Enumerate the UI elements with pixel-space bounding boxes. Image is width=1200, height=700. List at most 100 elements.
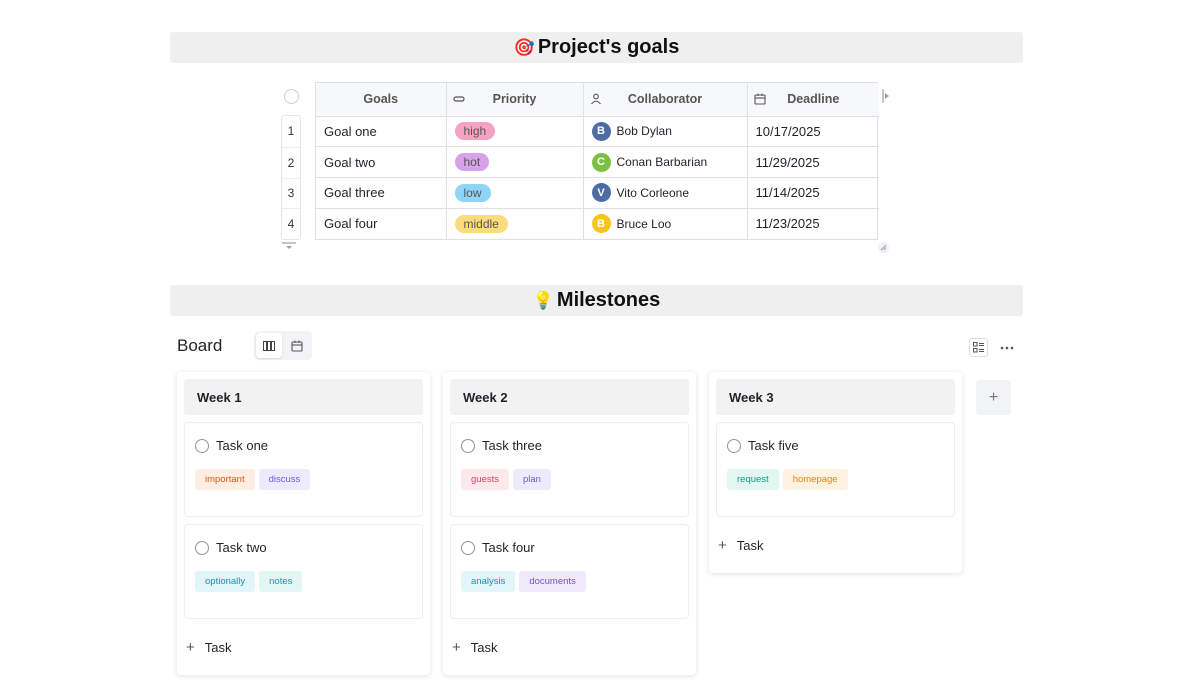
task-tag: guests <box>461 469 509 490</box>
task-checkbox[interactable] <box>727 438 741 453</box>
priority-cell[interactable]: low <box>446 177 584 209</box>
select-all-checkbox[interactable] <box>284 89 299 104</box>
column-header-priority[interactable]: Priority <box>446 83 584 117</box>
column-header-label: Deadline <box>787 92 840 107</box>
column-header[interactable]: Week 3 <box>716 379 955 415</box>
task-title: Task five <box>748 438 799 453</box>
add-task-button[interactable]: + Task <box>184 619 423 675</box>
deadline-cell[interactable]: 11/29/2025 <box>747 146 879 178</box>
task-card[interactable]: Task one important discuss <box>184 422 423 517</box>
task-tag: optionally <box>195 571 256 592</box>
deadline-text: 10/17/2025 <box>755 123 821 139</box>
priority-cell[interactable]: middle <box>446 208 584 239</box>
goal-text: Goal three <box>324 185 385 201</box>
task-tag: notes <box>259 571 303 592</box>
priority-cell[interactable]: hot <box>446 146 584 178</box>
column-header-deadline[interactable]: Deadline <box>747 83 879 117</box>
column-header[interactable]: Week 1 <box>184 379 423 415</box>
priority-tag: hot <box>454 153 490 172</box>
person-icon <box>590 93 601 105</box>
task-title: Task one <box>216 438 269 453</box>
collaborator-cell[interactable]: B Bruce Loo <box>583 208 748 239</box>
task-title: Task two <box>216 540 267 555</box>
task-checkbox[interactable] <box>461 540 475 555</box>
task-tag: request <box>727 469 779 490</box>
deadline-text: 11/23/2025 <box>755 216 820 232</box>
add-task-button[interactable]: + Task <box>450 619 689 675</box>
task-card[interactable]: Task five request homepage <box>716 422 955 517</box>
goal-cell[interactable]: Goal three <box>316 177 447 209</box>
column-header[interactable]: Week 2 <box>450 379 689 415</box>
column-header-collaborator[interactable]: Collaborator <box>583 83 748 117</box>
table-row: Goal three low V Vito Corleone 11/14/2025 <box>316 177 879 209</box>
row-numbers: 1 2 3 4 <box>281 115 301 240</box>
deadline-cell[interactable]: 11/23/2025 <box>747 208 879 239</box>
calendar-icon <box>291 340 303 352</box>
goal-text: Goal two <box>324 154 376 170</box>
card-layout-button[interactable] <box>969 338 988 357</box>
plus-icon: + <box>718 536 727 554</box>
milestones-title: Milestones <box>556 289 661 311</box>
table-header-row: Goals Priority Collaborator Deadline <box>316 83 879 117</box>
board-column: Week 3 Task five request homepage + Task <box>709 372 962 573</box>
calendar-view-button[interactable] <box>284 333 310 358</box>
collaborator-cell[interactable]: C Conan Barbarian <box>583 146 748 178</box>
deadline-cell[interactable]: 10/17/2025 <box>747 116 879 148</box>
add-task-label: Task <box>470 639 498 655</box>
goal-cell[interactable]: Goal four <box>316 208 447 239</box>
deadline-cell[interactable]: 11/14/2025 <box>747 177 879 209</box>
collaborator-name: Conan Barbarian <box>616 155 708 170</box>
avatar: B <box>591 121 611 141</box>
table-row: Goal four middle B Bruce Loo 11/23/2025 <box>316 208 879 239</box>
column-title: Week 3 <box>729 389 774 405</box>
view-switcher <box>254 331 312 360</box>
table-row: Goal one high B Bob Dylan 10/17/2025 <box>316 116 879 148</box>
priority-cell[interactable]: high <box>446 116 584 148</box>
add-column-icon[interactable] <box>882 89 890 103</box>
column-header-goals[interactable]: Goals <box>316 83 447 117</box>
lightbulb-icon: 💡 <box>532 290 554 311</box>
column-header-label: Collaborator <box>627 92 703 107</box>
goal-cell[interactable]: Goal two <box>316 146 447 178</box>
column-header-label: Goals <box>363 92 399 107</box>
task-title: Task three <box>482 438 542 453</box>
row-number[interactable]: 1 <box>287 124 295 139</box>
plus-icon: + <box>186 638 195 656</box>
collaborator-name: Vito Corleone <box>616 185 690 200</box>
add-row-icon[interactable] <box>282 242 296 250</box>
goal-cell[interactable]: Goal one <box>316 116 447 148</box>
deadline-text: 11/14/2025 <box>755 185 820 201</box>
add-task-button[interactable]: + Task <box>716 517 955 573</box>
goal-text: Goal four <box>324 216 378 232</box>
column-title: Week 2 <box>463 389 508 405</box>
task-title: Task four <box>482 540 535 555</box>
row-number[interactable]: 4 <box>282 208 300 239</box>
task-card[interactable]: Task four analysis documents <box>450 524 689 619</box>
add-group-button[interactable]: + <box>976 380 1011 415</box>
avatar: B <box>591 214 611 234</box>
priority-tag: middle <box>454 214 508 233</box>
task-checkbox[interactable] <box>461 438 475 453</box>
resize-handle-icon[interactable] <box>878 242 889 253</box>
board-title: Board <box>177 336 223 355</box>
priority-tag: high <box>454 122 496 141</box>
add-task-label: Task <box>736 537 764 553</box>
kanban-icon <box>263 340 275 351</box>
more-options-button[interactable] <box>997 338 1016 357</box>
task-card[interactable]: Task two optionally notes <box>184 524 423 619</box>
collaborator-cell[interactable]: B Bob Dylan <box>583 116 748 148</box>
row-number[interactable]: 2 <box>282 146 300 178</box>
kanban-view-button[interactable] <box>256 333 282 358</box>
task-checkbox[interactable] <box>195 540 209 555</box>
collaborator-cell[interactable]: V Vito Corleone <box>583 177 748 209</box>
row-number[interactable]: 3 <box>282 177 300 209</box>
task-tag: homepage <box>782 469 848 490</box>
task-card[interactable]: Task three guests plan <box>450 422 689 517</box>
plus-icon: + <box>452 638 461 656</box>
collaborator-name: Bruce Loo <box>616 216 672 231</box>
task-checkbox[interactable] <box>195 438 209 453</box>
add-task-label: Task <box>204 639 232 655</box>
deadline-text: 11/29/2025 <box>755 154 820 170</box>
goals-banner: 🎯 Project's goals <box>170 32 1023 63</box>
goals-title: Project's goals <box>537 36 680 58</box>
